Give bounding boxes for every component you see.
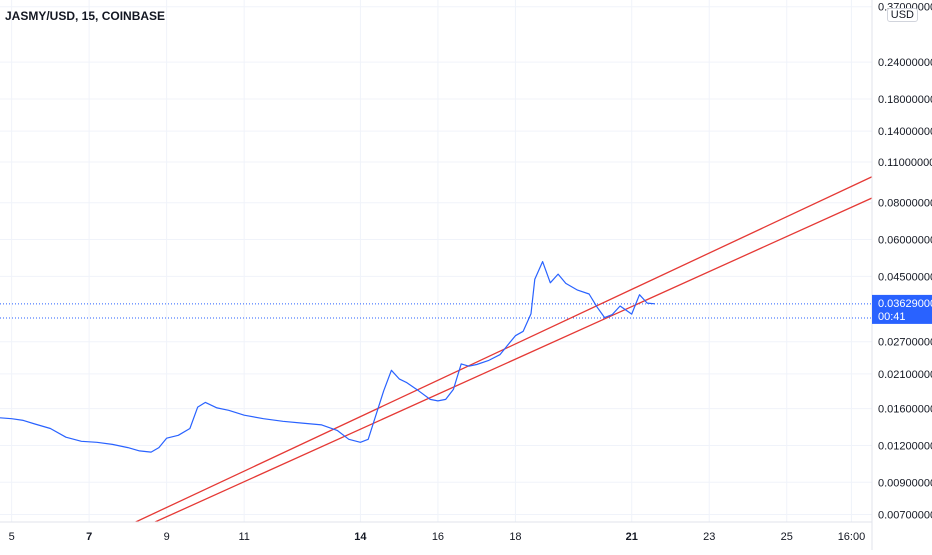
y-tick-label: 0.14000000 (878, 126, 932, 138)
y-tick-label: 0.18000000 (878, 94, 932, 106)
symbol-title: JASMY/USD, 15, COINBASE (5, 9, 166, 23)
x-tick-label: 16:00 (838, 531, 866, 543)
price-series (0, 261, 656, 453)
price-label-background (872, 294, 932, 324)
y-tick-label: 0.02100000 (878, 369, 932, 381)
x-tick-label: 16 (432, 531, 444, 543)
x-tick-label: 14 (354, 531, 367, 543)
unit-badge[interactable]: USD (886, 8, 918, 22)
y-tick-label: 0.08000000 (878, 198, 932, 210)
y-tick-label: 0.04500000 (878, 271, 932, 283)
price-label-value: 0.03629000 (878, 298, 932, 310)
price-line (0, 261, 656, 453)
price-label-countdown: 00:41 (878, 311, 906, 323)
y-tick-label: 0.02700000 (878, 337, 932, 349)
time-axis[interactable]: 5 7 9 11 14 16 18 21 23 25 16:00 (9, 531, 866, 543)
y-tick-label: 0.00700000 (878, 509, 932, 521)
y-tick-label: 0.01600000 (878, 404, 932, 416)
x-tick-label: 21 (626, 531, 638, 543)
x-tick-label: 11 (238, 531, 249, 543)
grid (0, 0, 872, 522)
y-tick-label: 0.00900000 (878, 477, 932, 489)
reference-lines (0, 303, 872, 319)
x-tick-label: 5 (9, 531, 15, 543)
x-tick-label: 18 (509, 531, 521, 543)
y-tick-label: 0.01200000 (878, 440, 932, 452)
last-price-label: 0.03629000 00:41 (872, 294, 932, 324)
x-tick-label: 7 (86, 531, 92, 543)
x-tick-label: 25 (781, 531, 793, 543)
x-tick-label: 9 (164, 531, 170, 543)
trend-line[interactable] (154, 197, 872, 522)
y-tick-label: 0.06000000 (878, 235, 932, 247)
y-tick-label: 0.24000000 (878, 57, 932, 69)
y-tick-label: 0.11000000 (878, 157, 932, 169)
x-tick-label: 23 (703, 531, 715, 543)
price-axis[interactable]: 0.370000000.240000000.180000000.14000000… (878, 2, 932, 522)
